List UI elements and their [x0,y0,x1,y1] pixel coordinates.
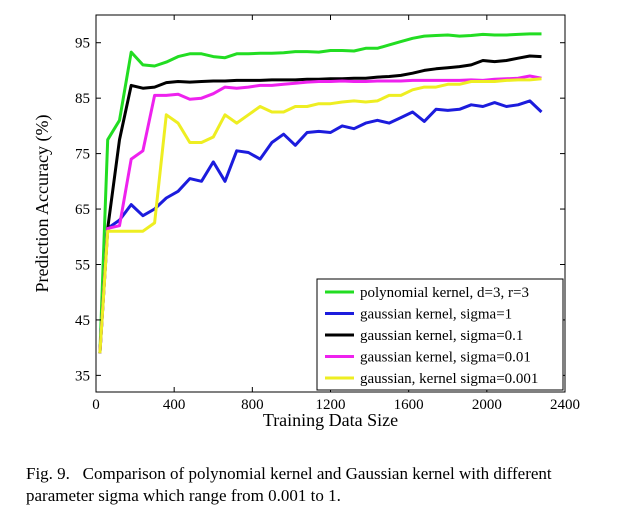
y-axis-label: Prediction Accuracy (%) [32,115,53,293]
x-tick-label: 2400 [550,397,580,413]
x-tick-label: 0 [92,397,100,413]
caption-line-2: parameter sigma which range from 0.001 t… [26,486,341,505]
legend: polynomial kernel, d=3, r=3 gaussian kern… [316,278,564,391]
plot-lines [98,32,543,354]
y-tick-label: 45 [75,313,90,329]
series-line-4 [98,74,542,354]
x-tick-label: 1200 [316,397,346,413]
x-tick-label: 800 [241,397,264,413]
legend-box [316,278,564,391]
line-chart: 0 400 800 1200 1600 2000 2400 35 45 55 65 75 85 95 T… [32,14,580,430]
y-axis: 35 45 55 65 75 85 95 [75,36,565,384]
x-tick-label: 2000 [472,397,502,413]
series-line-3 [98,54,542,354]
figure-caption: Fig. 9. Comparison of polynomial kernel … [26,463,631,507]
y-tick-label: 65 [75,202,90,218]
series-line-2 [98,99,543,354]
legend-label: gaussian kernel, sigma=1 [360,307,512,323]
y-tick-label: 55 [75,257,90,273]
x-axis-label: Training Data Size [263,410,398,430]
series-line-1 [98,32,542,354]
caption-line-1: Fig. 9. Comparison of polynomial kernel … [26,464,552,483]
legend-label: gaussian, kernel sigma=0.001 [360,371,538,387]
y-tick-label: 35 [75,368,90,384]
y-tick-label: 85 [75,91,90,107]
y-tick-label: 95 [75,36,90,52]
legend-label: gaussian kernel, sigma=0.1 [360,328,523,344]
series-line-5 [98,77,542,354]
y-tick-label: 75 [75,147,90,163]
legend-label: polynomial kernel, d=3, r=3 [360,285,529,301]
x-tick-label: 400 [163,397,186,413]
legend-label: gaussian kernel, sigma=0.01 [360,350,531,366]
x-axis: 0 400 800 1200 1600 2000 2400 [92,15,580,413]
x-tick-label: 1600 [394,397,424,413]
